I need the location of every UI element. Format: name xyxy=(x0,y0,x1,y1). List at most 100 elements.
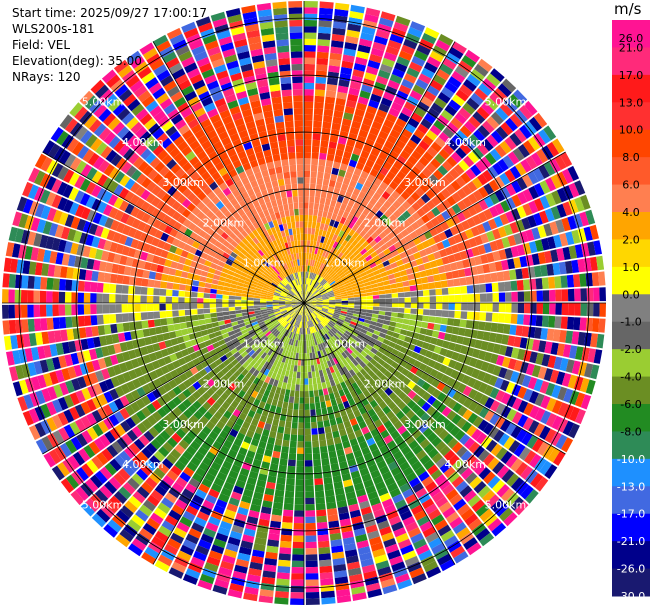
velocity-gate xyxy=(277,316,284,322)
velocity-gate xyxy=(269,404,277,413)
velocity-gate xyxy=(199,415,209,426)
velocity-gate xyxy=(329,456,338,465)
velocity-gate xyxy=(499,102,514,117)
velocity-gate xyxy=(102,283,110,293)
velocity-gate xyxy=(327,293,335,297)
velocity-gate xyxy=(173,323,181,331)
velocity-gate xyxy=(490,272,498,283)
velocity-gate xyxy=(348,300,355,303)
velocity-gate xyxy=(335,370,342,378)
velocity-gate xyxy=(393,254,402,262)
velocity-gate xyxy=(486,116,500,130)
velocity-gate xyxy=(415,544,430,556)
velocity-gate xyxy=(340,310,348,315)
velocity-gate xyxy=(182,264,191,273)
velocity-gate xyxy=(476,330,485,340)
velocity-gate xyxy=(136,468,149,481)
velocity-gate xyxy=(379,298,386,303)
velocity-gate xyxy=(544,208,555,222)
velocity-gate xyxy=(208,550,223,561)
velocity-gate xyxy=(305,291,309,298)
velocity-gate xyxy=(561,437,574,453)
velocity-gate xyxy=(316,357,321,365)
velocity-gate xyxy=(275,373,281,381)
velocity-gate xyxy=(490,498,505,513)
velocity-gate xyxy=(190,297,198,303)
velocity-gate xyxy=(465,347,475,357)
velocity-gate xyxy=(555,434,568,450)
velocity-gate xyxy=(378,267,386,274)
velocity-gate xyxy=(544,428,557,443)
velocity-gate xyxy=(484,273,492,283)
velocity-gate xyxy=(248,510,260,519)
velocity-gate xyxy=(442,483,455,496)
velocity-gate xyxy=(360,170,369,180)
velocity-gate xyxy=(148,226,158,237)
velocity-gate xyxy=(45,176,57,191)
velocity-gate xyxy=(467,303,474,311)
velocity-gate xyxy=(315,254,320,261)
velocity-gate xyxy=(294,504,304,511)
velocity-gate xyxy=(401,78,414,90)
velocity-gate xyxy=(311,312,316,319)
velocity-gate xyxy=(599,303,606,317)
velocity-gate xyxy=(426,566,442,579)
velocity-gate xyxy=(464,513,479,526)
velocity-gate xyxy=(260,298,267,301)
velocity-gate xyxy=(341,232,349,240)
velocity-gate xyxy=(96,314,104,325)
velocity-gate xyxy=(391,561,406,572)
velocity-gate xyxy=(320,279,327,286)
velocity-gate xyxy=(328,450,337,459)
velocity-gate xyxy=(199,276,207,283)
velocity-gate xyxy=(374,35,388,46)
velocity-gate xyxy=(69,122,83,137)
velocity-gate xyxy=(479,283,487,293)
velocity-gate xyxy=(208,488,220,499)
velocity-gate xyxy=(525,469,539,484)
velocity-gate xyxy=(136,386,146,398)
velocity-gate xyxy=(551,384,562,399)
velocity-gate xyxy=(315,324,320,331)
velocity-gate xyxy=(222,307,229,312)
velocity-gate xyxy=(351,282,358,288)
velocity-gate xyxy=(591,272,600,286)
velocity-gate xyxy=(454,310,462,319)
velocity-gate xyxy=(103,356,113,368)
velocity-gate xyxy=(280,292,287,297)
velocity-gate xyxy=(81,463,94,478)
velocity-gate xyxy=(78,448,91,462)
velocity-gate xyxy=(395,139,406,150)
velocity-gate xyxy=(590,364,600,380)
velocity-gate xyxy=(452,458,465,471)
velocity-gate xyxy=(463,490,477,503)
velocity-gate xyxy=(279,361,285,369)
velocity-gate xyxy=(200,329,209,337)
velocity-gate xyxy=(429,260,438,268)
velocity-gate xyxy=(573,274,581,288)
velocity-gate xyxy=(453,278,461,287)
velocity-gate xyxy=(384,264,392,271)
velocity-gate xyxy=(190,456,202,467)
velocity-gate xyxy=(319,565,333,574)
velocity-gate xyxy=(396,155,407,165)
velocity-gate xyxy=(184,297,191,303)
velocity-gate xyxy=(338,389,345,397)
velocity-gate xyxy=(490,68,505,82)
velocity-gate xyxy=(474,255,483,266)
velocity-gate xyxy=(135,533,150,546)
velocity-gate xyxy=(482,372,492,384)
velocity-gate xyxy=(344,42,358,51)
velocity-gate xyxy=(404,450,415,461)
velocity-gate xyxy=(488,375,498,387)
velocity-gate xyxy=(382,584,398,595)
velocity-gate xyxy=(369,197,378,206)
velocity-gate xyxy=(342,197,350,205)
velocity-gate xyxy=(329,392,336,401)
velocity-gate xyxy=(383,227,392,236)
velocity-gate xyxy=(348,254,356,261)
velocity-gate xyxy=(243,318,251,323)
velocity-gate xyxy=(309,333,312,341)
velocity-gate xyxy=(276,340,282,347)
velocity-gate xyxy=(403,419,414,430)
